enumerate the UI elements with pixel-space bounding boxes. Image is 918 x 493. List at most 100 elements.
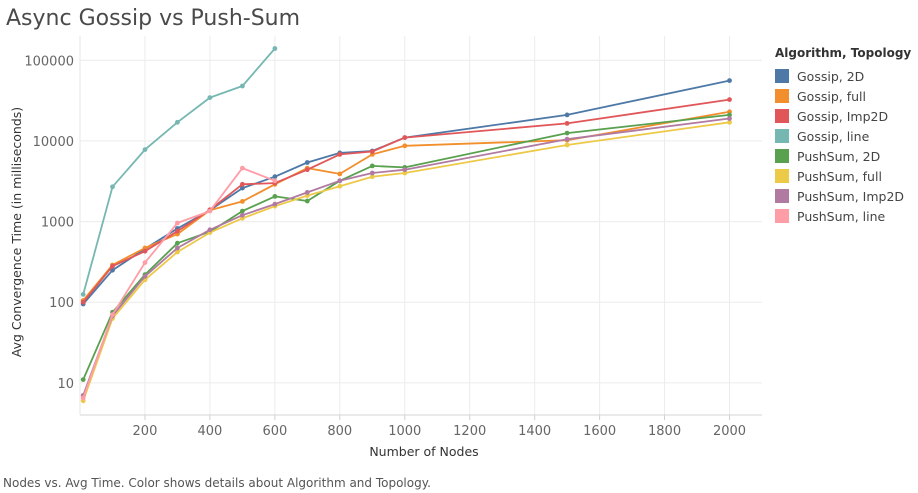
legend-swatch: [775, 169, 789, 183]
data-point[interactable]: [110, 263, 115, 269]
legend-item[interactable]: PushSum, full: [775, 166, 911, 186]
data-point[interactable]: [272, 46, 278, 51]
data-point[interactable]: [240, 165, 245, 171]
data-point[interactable]: [175, 249, 180, 255]
legend-label: PushSum, Imp2D: [797, 188, 905, 204]
data-point[interactable]: [337, 152, 343, 157]
data-point[interactable]: [142, 248, 148, 254]
data-point[interactable]: [80, 299, 86, 305]
data-point[interactable]: [304, 167, 310, 173]
data-point[interactable]: [110, 312, 115, 318]
data-point[interactable]: [240, 185, 245, 191]
data-point[interactable]: [240, 83, 245, 89]
data-point[interactable]: [727, 119, 732, 125]
data-point[interactable]: [272, 194, 278, 199]
legend-item[interactable]: PushSum, line: [775, 206, 911, 226]
legend-swatch: [775, 109, 789, 123]
data-point[interactable]: [207, 227, 213, 233]
data-point[interactable]: [337, 178, 343, 184]
legend-item[interactable]: Gossip, Imp2D: [775, 106, 911, 126]
data-point[interactable]: [337, 183, 343, 189]
data-point[interactable]: [369, 170, 375, 176]
series-lines: [80, 46, 732, 404]
data-point[interactable]: [110, 184, 115, 190]
data-point[interactable]: [727, 78, 732, 83]
data-point[interactable]: [369, 174, 375, 180]
data-point[interactable]: [564, 112, 570, 118]
legend-swatch: [775, 89, 789, 103]
y-axis-label: Avg Convergence Time (in milliseconds): [9, 107, 24, 357]
data-point[interactable]: [80, 395, 86, 401]
legend-item[interactable]: Gossip, full: [775, 86, 911, 106]
x-tick-labels: 200 400 600 800 1000 1200 1400 1600 1800 2000: [133, 424, 747, 439]
x-axis-label: Number of Nodes: [369, 444, 478, 459]
data-point[interactable]: [80, 292, 86, 297]
legend-swatch: [775, 209, 789, 223]
data-point[interactable]: [564, 121, 570, 126]
data-point[interactable]: [564, 130, 570, 136]
legend-title: Algorithm, Topology: [775, 46, 912, 60]
data-point[interactable]: [240, 208, 245, 214]
legend-item[interactable]: Gossip, 2D: [775, 66, 911, 86]
legend-swatch: [775, 189, 789, 203]
legend-swatch: [775, 149, 789, 163]
data-point[interactable]: [304, 198, 310, 204]
y-tick-labels: 10 100 1000 10000 100000: [24, 54, 74, 392]
y-tick-label: 100000: [24, 54, 74, 69]
data-point[interactable]: [142, 147, 148, 153]
data-point[interactable]: [272, 174, 278, 180]
y-tick-label: 1000: [41, 216, 74, 231]
x-tick-label: 600: [262, 424, 287, 439]
series-6: [80, 116, 732, 398]
data-point[interactable]: [564, 136, 570, 142]
data-point[interactable]: [142, 273, 148, 279]
data-point[interactable]: [175, 119, 180, 125]
data-point[interactable]: [727, 97, 732, 102]
series-line[interactable]: [82, 47, 276, 295]
x-tick-label: 400: [197, 424, 222, 439]
data-point[interactable]: [727, 116, 732, 121]
data-point[interactable]: [80, 377, 86, 382]
data-point[interactable]: [304, 160, 310, 165]
data-point[interactable]: [272, 178, 278, 184]
data-point[interactable]: [272, 201, 278, 207]
data-point[interactable]: [402, 167, 408, 173]
data-point[interactable]: [207, 208, 213, 214]
chart-title: Async Gossip vs Push-Sum: [6, 6, 301, 31]
legend-items: Gossip, 2D Gossip, full Gossip, Imp2D Gossi…: [775, 66, 911, 226]
series-5: [80, 119, 732, 404]
series-line[interactable]: [82, 167, 276, 399]
series-7: [80, 165, 278, 401]
legend-label: PushSum, full: [797, 168, 882, 184]
data-point[interactable]: [175, 228, 180, 234]
data-point[interactable]: [207, 95, 213, 100]
y-tick-label: 100: [49, 296, 74, 311]
data-point[interactable]: [727, 112, 732, 118]
data-point[interactable]: [175, 245, 180, 251]
data-point[interactable]: [369, 163, 375, 169]
data-point[interactable]: [175, 220, 180, 226]
legend-item[interactable]: Gossip, line: [775, 126, 911, 146]
series-line[interactable]: [82, 117, 730, 396]
data-point[interactable]: [369, 149, 375, 154]
legend-item[interactable]: PushSum, Imp2D: [775, 186, 911, 206]
data-point[interactable]: [175, 240, 180, 246]
data-point[interactable]: [402, 143, 408, 149]
series-line[interactable]: [82, 110, 730, 302]
legend-item[interactable]: PushSum, 2D: [775, 146, 911, 166]
legend-swatch: [775, 129, 789, 143]
data-point[interactable]: [142, 260, 148, 265]
data-point[interactable]: [240, 212, 245, 218]
x-tick-label: 1400: [518, 424, 551, 439]
x-tick-label: 1000: [388, 424, 421, 439]
data-point[interactable]: [402, 135, 408, 141]
data-point[interactable]: [240, 181, 245, 187]
legend-label: PushSum, line: [797, 208, 886, 224]
data-point[interactable]: [240, 199, 245, 204]
data-point[interactable]: [402, 170, 408, 176]
series-line[interactable]: [82, 121, 730, 402]
data-point[interactable]: [564, 142, 570, 148]
data-point[interactable]: [337, 171, 343, 177]
data-point[interactable]: [304, 190, 310, 195]
